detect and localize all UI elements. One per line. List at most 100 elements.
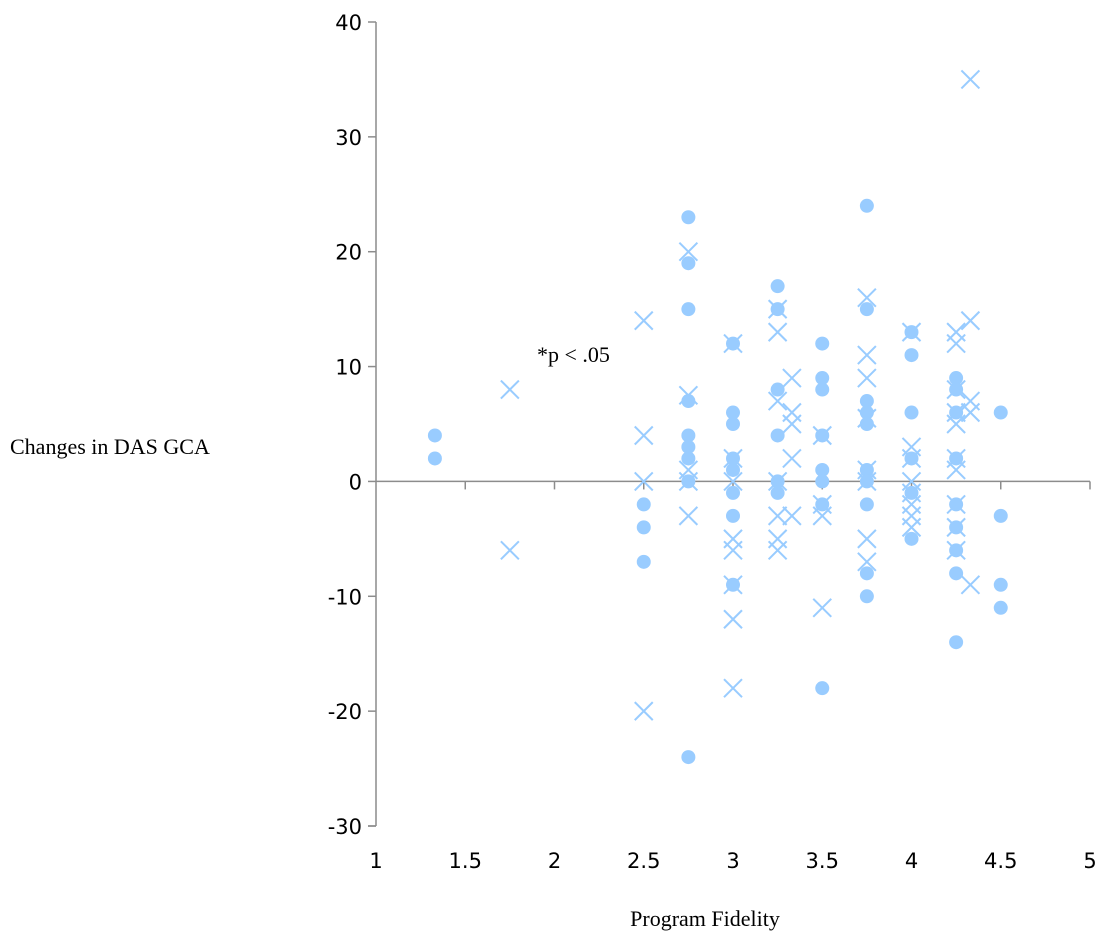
x-point bbox=[678, 506, 699, 526]
x-point-stroke bbox=[767, 471, 788, 492]
circle-point bbox=[993, 577, 1008, 592]
x-point bbox=[960, 575, 981, 595]
circle-point bbox=[815, 474, 830, 489]
x-point-stroke bbox=[960, 402, 981, 423]
x-tick-label: 3 bbox=[726, 849, 739, 873]
x-point bbox=[946, 517, 966, 538]
x-tick-label: 3.5 bbox=[806, 849, 839, 873]
x-point bbox=[946, 414, 966, 434]
significance-annotation: *p < .05 bbox=[537, 342, 610, 367]
x-point bbox=[901, 448, 922, 469]
x-point bbox=[960, 310, 981, 331]
x-point-stroke bbox=[767, 391, 788, 411]
circle-point bbox=[993, 600, 1008, 615]
x-point bbox=[723, 540, 743, 561]
x-point-stroke bbox=[857, 287, 877, 308]
circle-point bbox=[770, 485, 785, 500]
x-point bbox=[960, 69, 981, 90]
x-point bbox=[857, 368, 877, 388]
x-point-stroke bbox=[901, 517, 922, 538]
x-point-stroke bbox=[946, 517, 966, 538]
circle-point bbox=[815, 462, 830, 477]
circle-point bbox=[770, 428, 785, 443]
x-point bbox=[812, 425, 832, 446]
x-point-stroke bbox=[678, 385, 699, 405]
x-point-stroke bbox=[782, 506, 802, 526]
circle-point bbox=[636, 497, 651, 512]
x-point-stroke bbox=[500, 540, 520, 561]
circle-point bbox=[949, 371, 964, 386]
x-point-stroke bbox=[960, 575, 981, 595]
x-point bbox=[782, 448, 802, 469]
x-point-stroke bbox=[946, 494, 966, 515]
x-point-stroke bbox=[723, 575, 743, 595]
x-point-stroke bbox=[960, 69, 981, 90]
circle-point bbox=[993, 405, 1008, 420]
x-point bbox=[767, 391, 788, 411]
x-point bbox=[946, 333, 966, 354]
x-point-stroke bbox=[782, 414, 802, 434]
x-point-stroke bbox=[812, 506, 832, 526]
x-point bbox=[946, 460, 966, 480]
circle-point bbox=[681, 451, 696, 466]
x-point-stroke bbox=[857, 552, 877, 572]
x-point bbox=[500, 379, 520, 400]
x-point-stroke bbox=[812, 598, 832, 618]
x-point bbox=[857, 287, 877, 308]
x-axis-title: Program Fidelity bbox=[630, 906, 780, 931]
x-point-stroke bbox=[857, 408, 877, 428]
data-points bbox=[427, 69, 1008, 765]
x-point bbox=[767, 322, 788, 342]
x-point bbox=[857, 408, 877, 428]
y-tick-label: -30 bbox=[328, 815, 362, 839]
circle-point bbox=[904, 405, 919, 420]
x-point bbox=[901, 322, 922, 342]
circle-point bbox=[859, 198, 874, 213]
x-point-stroke bbox=[782, 368, 802, 388]
x-point-stroke bbox=[782, 448, 802, 469]
circle-point bbox=[859, 566, 874, 581]
x-point bbox=[723, 333, 743, 354]
x-point bbox=[960, 402, 981, 423]
circle-point bbox=[427, 428, 442, 443]
x-tick-label: 2.5 bbox=[627, 849, 660, 873]
x-point-stroke bbox=[946, 333, 966, 354]
x-point bbox=[812, 598, 832, 618]
x-point-stroke bbox=[901, 448, 922, 469]
y-tick-label: 20 bbox=[335, 241, 362, 265]
x-point bbox=[500, 540, 520, 561]
y-tick-label: 40 bbox=[335, 11, 362, 35]
circle-point bbox=[636, 520, 651, 535]
x-point bbox=[678, 471, 699, 492]
x-point bbox=[901, 517, 922, 538]
circle-point bbox=[681, 439, 696, 454]
x-point bbox=[946, 540, 966, 561]
circle-point bbox=[859, 394, 874, 409]
x-point bbox=[857, 471, 877, 492]
x-point-stroke bbox=[634, 425, 654, 446]
x-point bbox=[723, 678, 743, 698]
tick-labels: 1 1.5 2 2.5 3 3.5 4 4.5 5 40 30 20 10 0 -10 -20 -30 bbox=[328, 11, 1097, 873]
x-point-stroke bbox=[857, 368, 877, 388]
x-point bbox=[634, 425, 654, 446]
circle-point bbox=[726, 405, 740, 420]
x-point bbox=[767, 299, 788, 319]
x-point-stroke bbox=[767, 506, 788, 526]
x-tick-label: 5 bbox=[1083, 849, 1096, 873]
x-point bbox=[782, 414, 802, 434]
x-point-stroke bbox=[960, 310, 981, 331]
x-point bbox=[946, 379, 966, 400]
circle-point bbox=[427, 451, 442, 466]
circle-point bbox=[681, 302, 696, 317]
circle-point bbox=[904, 348, 919, 363]
x-point-stroke bbox=[723, 471, 743, 492]
x-point bbox=[723, 575, 743, 595]
x-point-stroke bbox=[767, 299, 788, 319]
circle-point bbox=[859, 497, 874, 512]
x-point-stroke bbox=[723, 678, 743, 698]
x-point-stroke bbox=[723, 448, 743, 469]
x-point-stroke bbox=[634, 310, 654, 331]
circle-point bbox=[949, 566, 964, 581]
x-point bbox=[723, 471, 743, 492]
